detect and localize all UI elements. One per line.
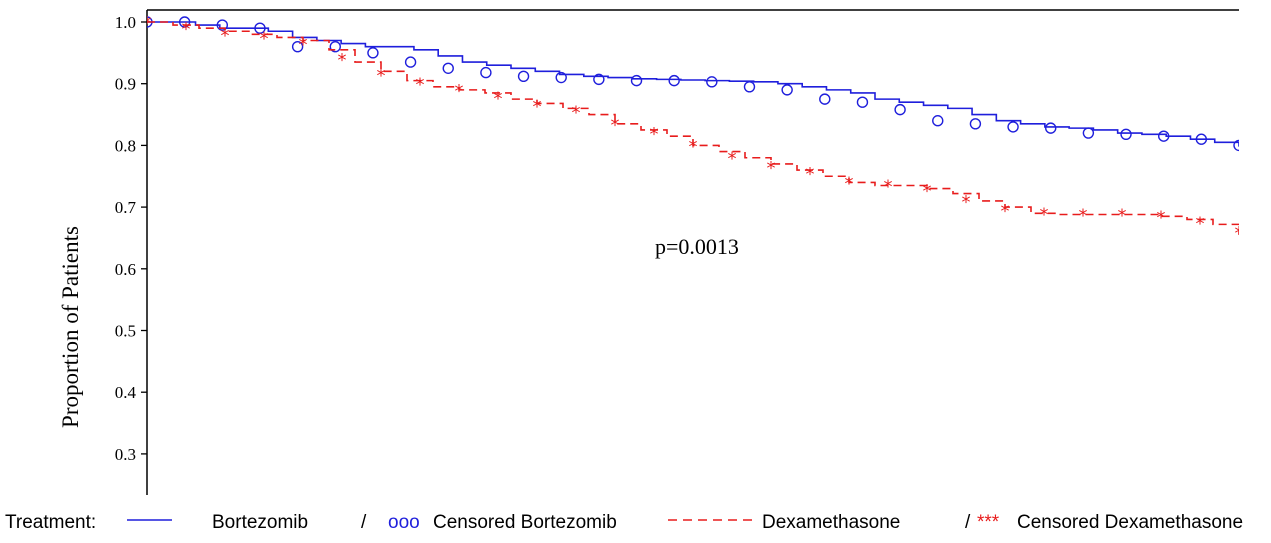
legend-censored-dexamethasone-marker: *** [977, 512, 1000, 533]
censored-dexamethasone-marker: * [1157, 207, 1166, 228]
legend-band [0, 495, 1271, 543]
legend-censored-bortezomib-marker: ooo [388, 512, 420, 533]
censored-bortezomib-marker [1120, 128, 1132, 140]
y-axis-title: Proportion of Patients [58, 226, 83, 428]
censored-dexamethasone-marker: * [728, 149, 737, 170]
censored-dexamethasone-marker: * [221, 25, 230, 46]
censored-bortezomib-marker [819, 93, 831, 105]
censored-dexamethasone-marker: * [533, 96, 542, 117]
legend-separator-1: / [361, 512, 367, 533]
y-tick-label: 0.6 [115, 260, 136, 279]
censored-bortezomib-marker [517, 70, 530, 82]
series-layer: * * * * * * * * * * * * * * * * * * * * * * * * * * * * * [143, 13, 1244, 244]
y-tick-label: 0.7 [115, 198, 137, 217]
censored-dexamethasone-marker: * [572, 102, 581, 123]
y-tick-label: 0.9 [115, 75, 136, 94]
legend-censored-bortezomib-label: Censored Bortezomib [433, 512, 617, 533]
censored-dexamethasone-marker: * [650, 124, 659, 145]
censored-dexamethasone-marker: * [182, 19, 191, 40]
censored-bortezomib-marker [1045, 122, 1057, 134]
censored-dexamethasone-marker: * [416, 75, 425, 96]
censored-bortezomib-marker [894, 103, 906, 116]
censored-dexamethasone-marker: * [1196, 214, 1205, 235]
y-tick-label: 0.4 [115, 383, 137, 402]
censored-bortezomib-marker [254, 22, 266, 34]
censored-bortezomib-marker [781, 84, 793, 96]
censored-dexamethasone-marker: * [962, 192, 971, 213]
censored-bortezomib-marker [856, 96, 869, 108]
y-tick-label: 1.0 [115, 13, 136, 32]
censored-bortezomib-marker [178, 16, 191, 28]
censored-bortezomib-marker [668, 74, 680, 87]
censored-dexamethasone-marker: * [767, 158, 776, 179]
censored-dexamethasone-marker: * [338, 50, 347, 71]
censored-dexamethasone-marker: * [1040, 204, 1049, 225]
censored-bortezomib-marker [1007, 121, 1019, 133]
y-tick-label: 0.5 [115, 322, 136, 341]
censored-bortezomib-marker [1082, 127, 1095, 139]
series-dexamethasone-line [147, 21, 1239, 235]
censored-bortezomib-marker [216, 19, 229, 31]
censored-dexamethasone-marker: * [494, 88, 503, 109]
censored-dexamethasone-marker: * [299, 35, 308, 56]
p-value-annotation: p=0.0013 [655, 234, 739, 259]
censored-bortezomib-marker [367, 47, 379, 59]
censored-dexamethasone-marker: * [455, 81, 464, 102]
censored-bortezomib-marker [555, 71, 567, 84]
censored-bortezomib-marker [706, 76, 718, 88]
censored-dexamethasone-marker: * [923, 181, 932, 202]
censored-bortezomib-marker [593, 73, 605, 86]
legend: Treatment: Bortezomib / ooo Censored Bor… [5, 512, 1243, 533]
censored-dexamethasone-marker: * [260, 28, 269, 49]
censored-dexamethasone-marker: * [1118, 206, 1127, 227]
legend-separator-2: / [965, 512, 971, 533]
censored-dexamethasone-marker: * [1001, 201, 1010, 222]
censored-dexamethasone-marker: * [884, 177, 893, 198]
y-tick-label: 0.8 [115, 136, 136, 155]
censored-bortezomib-marker [442, 62, 454, 74]
legend-censored-dexamethasone-label: Censored Dexamethasone [1017, 512, 1243, 533]
legend-bortezomib-label: Bortezomib [212, 512, 308, 533]
censored-dexamethasone-marker: * [143, 13, 152, 34]
censored-dexamethasone-marker: * [689, 136, 698, 157]
censored-bortezomib-marker [1157, 130, 1170, 142]
censored-dexamethasone-marker: * [377, 65, 386, 86]
censored-bortezomib-marker [480, 66, 492, 79]
censored-bortezomib-marker [743, 81, 756, 93]
censored-dexamethasone-marker: * [1235, 223, 1244, 244]
censored-bortezomib-marker [291, 40, 304, 53]
censored-dexamethasone-marker: * [1079, 206, 1088, 227]
censored-bortezomib-marker [932, 115, 944, 127]
censored-bortezomib-marker [404, 56, 417, 68]
censored-bortezomib-marker [1195, 133, 1208, 145]
censored-bortezomib-marker [969, 118, 982, 130]
legend-dexamethasone-label: Dexamethasone [762, 512, 900, 533]
censored-bortezomib-marker [1233, 139, 1239, 152]
censored-dexamethasone-marker: * [806, 164, 815, 185]
censored-bortezomib-marker [329, 40, 341, 53]
y-tick-label: 0.3 [115, 445, 136, 464]
censored-bortezomib-marker [630, 74, 643, 87]
censored-dexamethasone-marker: * [845, 173, 854, 194]
censored-dexamethasone-marker: * [611, 115, 620, 136]
legend-prefix: Treatment: [5, 512, 96, 533]
